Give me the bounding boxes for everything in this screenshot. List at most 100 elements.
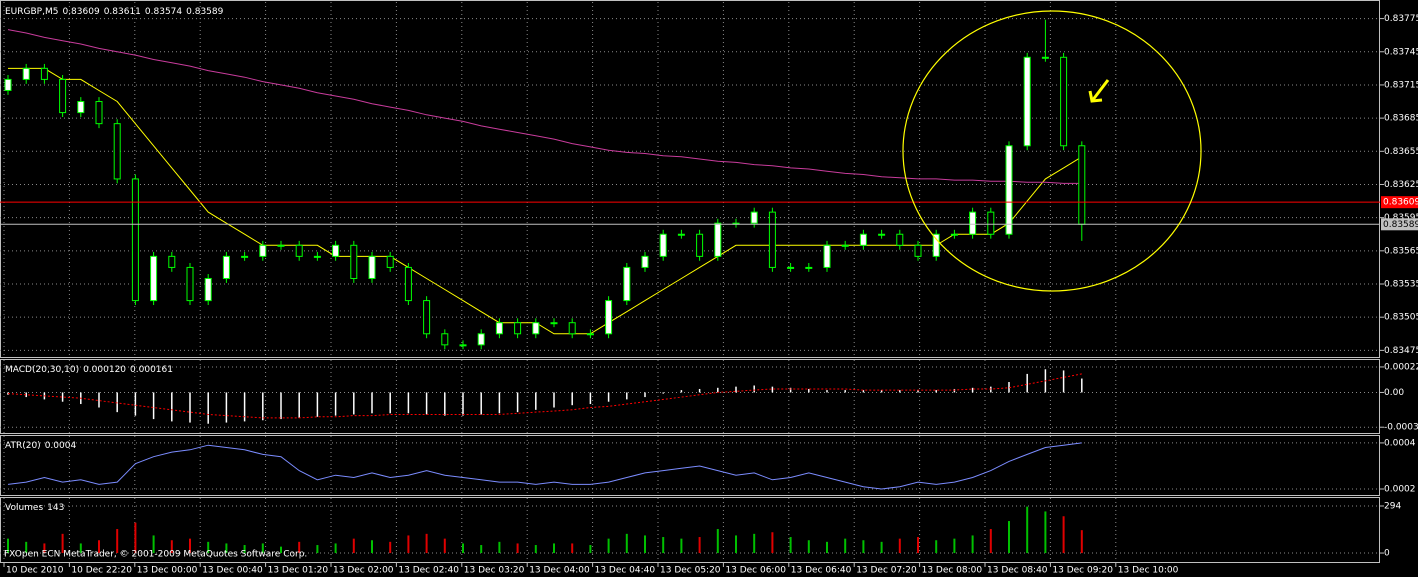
x-tick-label: 13 Dec 04:40 xyxy=(595,566,656,576)
indicator-reading: 0.83611 xyxy=(104,7,141,17)
indicator-reading: 0.83574 xyxy=(145,7,182,17)
candle-body xyxy=(186,266,194,302)
x-tick-label: 13 Dec 06:40 xyxy=(791,566,852,576)
atr-line xyxy=(7,442,1082,490)
panel-header: Volumes 143 xyxy=(5,503,64,513)
x-tick-label: 13 Dec 03:20 xyxy=(464,566,525,576)
y-tick-label: 0.00 xyxy=(1384,388,1404,398)
x-tick-label: 13 Dec 04:00 xyxy=(529,566,590,576)
candle-body xyxy=(495,322,503,335)
x-tick-label: 13 Dec 00:40 xyxy=(202,566,263,576)
candle-body xyxy=(969,211,977,235)
y-tick-label: 0.83565 xyxy=(1384,246,1418,256)
y-tick-label: 0.83475 xyxy=(1384,346,1418,356)
price-label: 0.83609 xyxy=(1383,198,1418,208)
indicator-reading: 0.000161 xyxy=(130,365,173,375)
indicator-reading: 143 xyxy=(47,503,64,513)
candle-body xyxy=(586,333,594,336)
candle-body xyxy=(696,233,704,257)
candle-body xyxy=(113,123,121,180)
y-tick-label: 0.83655 xyxy=(1384,147,1418,157)
candle-body xyxy=(259,244,267,257)
indicator-reading: 0.83609 xyxy=(62,7,99,17)
candle-body xyxy=(441,333,449,346)
x-tick-label: 13 Dec 02:40 xyxy=(398,566,459,576)
indicator-reading: 0.0004 xyxy=(45,441,77,451)
y-tick-label: 0.83595 xyxy=(1384,213,1418,223)
candle-body xyxy=(659,233,667,257)
y-tick-label: 0.83505 xyxy=(1384,313,1418,323)
candle-body xyxy=(368,255,376,279)
candle-body xyxy=(222,255,230,279)
price-label: 0.83589 xyxy=(1383,220,1418,230)
arrow-head xyxy=(1088,90,1103,103)
candle-body xyxy=(241,255,249,258)
candle-body xyxy=(59,78,67,114)
y-tick-label: 0.00022 xyxy=(1384,362,1418,372)
price-label-box xyxy=(1381,218,1418,231)
candle-body xyxy=(1078,145,1086,225)
y-tick-label: 0.83745 xyxy=(1384,47,1418,57)
x-tick-label: 13 Dec 05:20 xyxy=(660,566,721,576)
indicator-title: MACD(20,30,10) xyxy=(5,365,79,375)
macd-frame xyxy=(0,359,1380,434)
x-tick-label: 13 Dec 06:00 xyxy=(725,566,786,576)
candle-body xyxy=(550,322,558,325)
x-tick-label: 13 Dec 08:00 xyxy=(922,566,983,576)
arrow-annotation xyxy=(1088,79,1110,103)
y-tick-label: 0.83715 xyxy=(1384,80,1418,90)
candle-body xyxy=(22,67,30,80)
x-tick-label: 13 Dec 10:00 xyxy=(1118,566,1179,576)
candle-body xyxy=(677,233,685,236)
candle-body xyxy=(878,233,886,236)
candle-body xyxy=(350,244,358,279)
candle-body xyxy=(768,211,776,268)
candle-body xyxy=(131,178,139,302)
x-tick-label: 10 Dec 22:20 xyxy=(71,566,132,576)
candle-body xyxy=(932,233,940,257)
panel-header: ATR(20) 0.0004 xyxy=(5,441,76,451)
candle-body xyxy=(4,78,12,91)
candle-body xyxy=(313,255,321,258)
candle-body xyxy=(514,322,522,335)
y-tick-label: 0.83535 xyxy=(1384,280,1418,290)
candle-body xyxy=(168,255,176,268)
atr-frame xyxy=(0,435,1380,496)
indicator-title: ATR(20) xyxy=(5,441,41,451)
y-tick-label: 0.0002 xyxy=(1384,485,1416,495)
candle-body xyxy=(1060,56,1068,147)
candle-body xyxy=(532,322,540,335)
y-tick-label: 0.83775 xyxy=(1384,14,1418,24)
candle-body xyxy=(750,211,758,224)
candle-body xyxy=(714,222,722,257)
candle-body xyxy=(1023,56,1031,147)
candle-body xyxy=(95,101,103,125)
candle-body xyxy=(605,300,613,335)
y-tick-label: 0 xyxy=(1384,549,1390,559)
y-tick-label: 0.83685 xyxy=(1384,114,1418,124)
price-label-box xyxy=(1381,196,1418,209)
indicator-reading: 0.83589 xyxy=(186,7,223,17)
candle-body xyxy=(386,255,394,268)
candle-body xyxy=(787,266,795,269)
x-tick-label: 13 Dec 08:40 xyxy=(987,566,1048,576)
y-tick-label: -0.00030 xyxy=(1384,423,1418,433)
candle-body xyxy=(568,322,576,335)
moving-average xyxy=(7,29,1082,184)
candle-body xyxy=(914,244,922,257)
indicator-title: Volumes xyxy=(5,503,43,513)
candle-body xyxy=(950,233,958,236)
candle-body xyxy=(641,255,649,268)
candle-body xyxy=(204,277,212,302)
candle-body xyxy=(423,300,431,335)
y-tick-label: 0.0004 xyxy=(1384,438,1416,448)
candle-body xyxy=(40,67,48,80)
candle-body xyxy=(623,266,631,302)
x-tick-label: 10 Dec 2010 xyxy=(6,566,64,576)
main-frame xyxy=(0,0,1380,358)
candle-body xyxy=(77,101,85,114)
arrow-shaft xyxy=(1090,79,1110,102)
panel-header: MACD(20,30,10) 0.000120 0.000161 xyxy=(5,365,173,375)
